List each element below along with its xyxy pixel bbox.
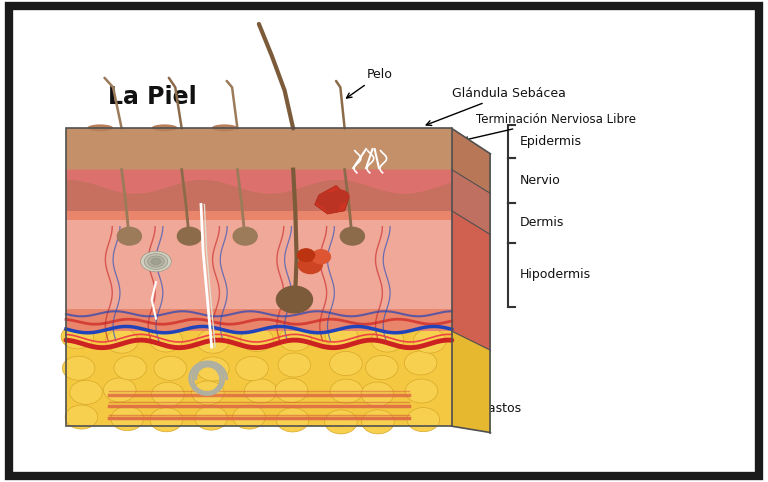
Circle shape — [318, 192, 337, 207]
Polygon shape — [452, 211, 491, 350]
Text: Vasos
Capilares: Vasos Capilares — [111, 296, 208, 332]
Circle shape — [366, 355, 398, 379]
Ellipse shape — [151, 258, 161, 265]
Circle shape — [329, 351, 362, 375]
Circle shape — [279, 327, 311, 351]
Circle shape — [361, 382, 394, 406]
Circle shape — [62, 356, 95, 380]
Circle shape — [65, 405, 98, 429]
Ellipse shape — [144, 254, 167, 269]
Circle shape — [326, 324, 358, 348]
Circle shape — [233, 228, 257, 245]
Text: Epidermis: Epidermis — [520, 135, 582, 148]
Polygon shape — [66, 170, 452, 211]
Ellipse shape — [147, 256, 164, 267]
Circle shape — [244, 379, 277, 403]
Circle shape — [297, 249, 315, 262]
Circle shape — [154, 356, 187, 380]
Text: Terminación Nerviosa Libre: Terminación Nerviosa Libre — [463, 113, 636, 142]
Circle shape — [150, 408, 183, 432]
Circle shape — [151, 382, 184, 406]
Ellipse shape — [212, 124, 237, 131]
Polygon shape — [66, 220, 452, 309]
Text: Glándula Sebácea: Glándula Sebácea — [426, 87, 566, 125]
Polygon shape — [452, 331, 491, 432]
Circle shape — [413, 329, 446, 353]
Polygon shape — [315, 186, 349, 214]
Circle shape — [371, 328, 404, 352]
Circle shape — [276, 286, 313, 313]
Polygon shape — [452, 129, 491, 432]
Circle shape — [111, 406, 144, 430]
Circle shape — [197, 357, 229, 381]
Circle shape — [298, 256, 323, 274]
Circle shape — [177, 228, 201, 245]
Text: Arteriola: Arteriola — [372, 346, 426, 412]
Circle shape — [104, 378, 136, 402]
Polygon shape — [66, 331, 452, 426]
Polygon shape — [452, 170, 491, 235]
Circle shape — [332, 190, 349, 203]
Circle shape — [191, 381, 224, 405]
Circle shape — [195, 406, 227, 430]
Circle shape — [197, 329, 230, 353]
Ellipse shape — [141, 251, 171, 272]
Circle shape — [118, 228, 141, 245]
Circle shape — [324, 201, 339, 212]
Circle shape — [240, 327, 273, 351]
Text: Grasa, Colágeno, Microblastos: Grasa, Colágeno, Microblastos — [331, 360, 521, 415]
Text: Músculo: Músculo — [282, 368, 333, 415]
Circle shape — [233, 405, 265, 429]
Circle shape — [340, 228, 364, 245]
Circle shape — [325, 410, 357, 434]
Ellipse shape — [88, 124, 113, 131]
Circle shape — [278, 353, 311, 377]
Circle shape — [406, 379, 438, 403]
Circle shape — [404, 351, 437, 375]
Text: Pelo: Pelo — [346, 68, 392, 98]
Circle shape — [407, 408, 439, 432]
Circle shape — [61, 325, 94, 349]
Circle shape — [105, 329, 138, 353]
Polygon shape — [66, 129, 452, 170]
Text: Corpúsculo
Táctil: Corpúsculo Táctil — [111, 213, 243, 241]
Text: Glándula
Sudorípara: Glándula Sudorípara — [156, 352, 262, 426]
Text: La Piel: La Piel — [108, 85, 197, 109]
Circle shape — [150, 328, 183, 352]
Circle shape — [275, 378, 308, 402]
Circle shape — [276, 408, 309, 432]
Polygon shape — [452, 129, 491, 193]
Text: Hipodermis: Hipodermis — [520, 268, 591, 281]
Circle shape — [312, 250, 330, 264]
Circle shape — [362, 410, 394, 434]
Polygon shape — [66, 211, 452, 331]
Circle shape — [114, 356, 147, 380]
Text: Dermis: Dermis — [520, 216, 564, 229]
Circle shape — [236, 357, 268, 381]
Circle shape — [70, 380, 102, 404]
Circle shape — [330, 379, 362, 403]
Text: Nervio: Nervio — [520, 174, 561, 187]
Ellipse shape — [151, 124, 177, 131]
